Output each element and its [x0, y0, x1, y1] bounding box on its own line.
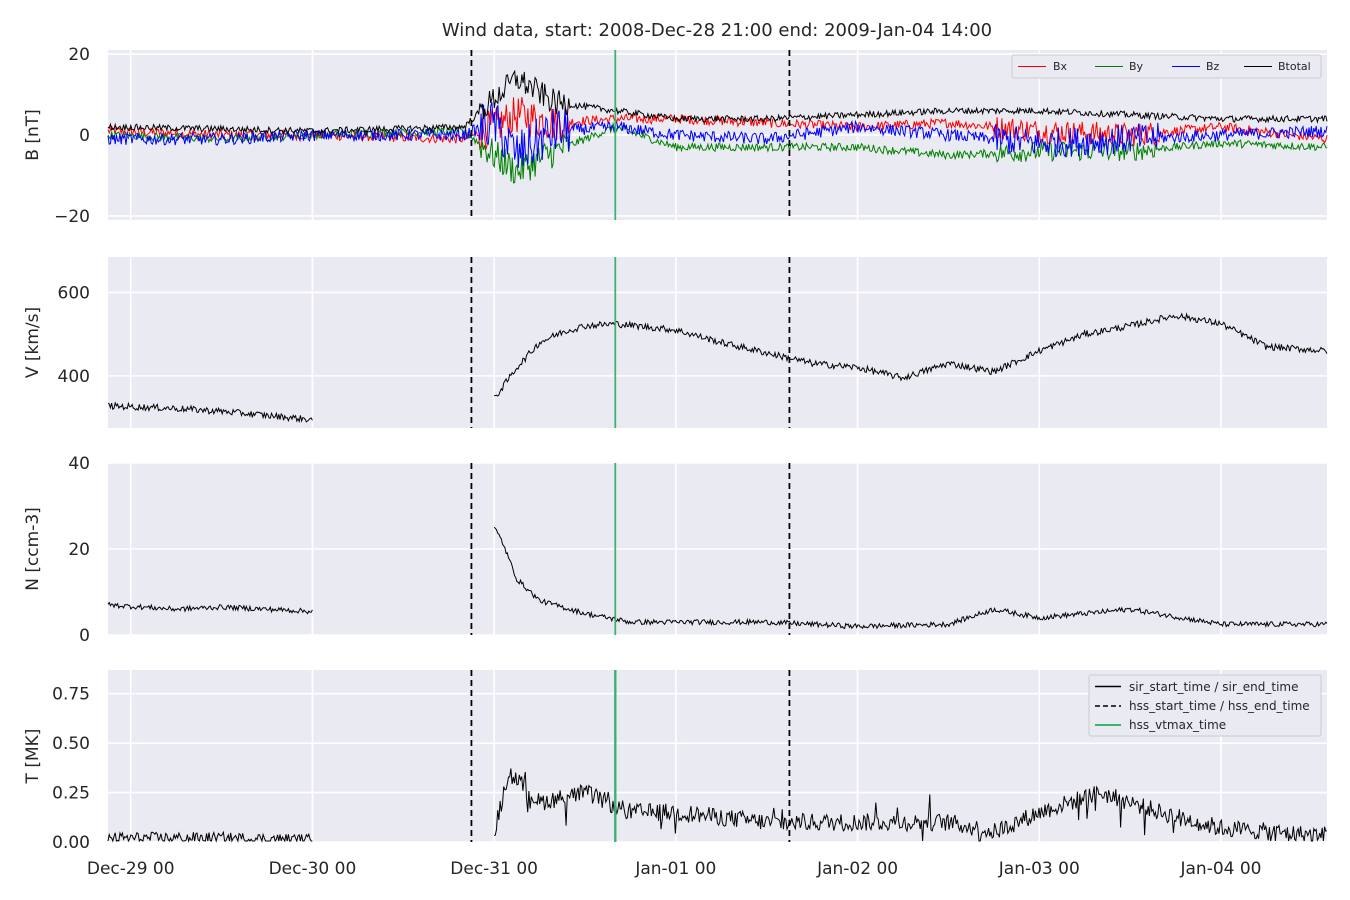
y-tick-label: 0.50	[52, 734, 90, 754]
y-axis-label: T [MK]	[23, 729, 43, 785]
legend-events: sir_start_time / sir_end_time hss_start_…	[1088, 674, 1322, 737]
y-tick-label: 0	[79, 126, 90, 146]
y-tick-label: 40	[68, 454, 90, 474]
x-tick-label: Dec-30 00	[269, 859, 357, 879]
legend-label-sir: sir_start_time / sir_end_time	[1129, 680, 1299, 694]
y-axis-label: N [ccm-3]	[23, 507, 43, 591]
y-tick-label: 0.00	[52, 833, 90, 853]
x-tick-label: Jan-04 00	[1179, 859, 1261, 879]
series-line-segment-1	[107, 601, 313, 615]
y-tick-label: 20	[68, 45, 90, 65]
y-axis-label: V [km/s]	[23, 307, 43, 378]
series-group	[107, 526, 1328, 630]
series-line-segment-2	[494, 312, 1328, 397]
legend-label-by: By	[1129, 60, 1144, 73]
series-line-segment-2	[494, 768, 1328, 842]
x-tick-label: Jan-03 00	[998, 859, 1080, 879]
legend-label-btotal: Btotal	[1278, 60, 1311, 73]
legend-label-hss: hss_start_time / hss_end_time	[1129, 699, 1310, 713]
y-tick-label: 0.25	[52, 784, 90, 804]
legend-label-bx: Bx	[1053, 60, 1068, 73]
y-tick-label: −20	[54, 207, 90, 227]
y-tick-label: 600	[58, 283, 90, 303]
y-axis-label: B [nT]	[23, 109, 43, 161]
panel-density: 40 20 0 N [ccm-3]	[23, 454, 1328, 646]
series-line-segment-1	[107, 830, 313, 843]
series-line-bz	[107, 102, 1328, 168]
y-tick-label: 20	[68, 540, 90, 560]
panel-velocity: 600 400 V [km/s]	[23, 257, 1328, 428]
legend-label-bz: Bz	[1206, 60, 1220, 73]
x-axis-tick-labels: Dec-29 00 Dec-30 00 Dec-31 00 Jan-01 00 Jan-…	[87, 859, 1262, 879]
series-group	[107, 69, 1328, 184]
y-tick-label: 0.75	[52, 685, 90, 705]
x-tick-label: Jan-02 00	[816, 859, 898, 879]
series-line-segment-2	[493, 526, 1328, 630]
series-line-segment-1	[107, 401, 313, 424]
y-tick-label: 0	[79, 626, 90, 646]
x-tick-label: Jan-01 00	[634, 859, 716, 879]
series-group	[107, 768, 1328, 843]
legend-label-vtmax: hss_vtmax_time	[1129, 718, 1226, 732]
legend-magnetic-field: Bx By Bz Btotal	[1011, 54, 1322, 79]
x-tick-label: Dec-29 00	[87, 859, 175, 879]
series-line-btotal	[107, 69, 1328, 135]
series-group	[107, 312, 1328, 424]
series-line-by	[107, 121, 1328, 184]
figure-title: Wind data, start: 2008-Dec-28 21:00 end:…	[442, 20, 992, 41]
y-tick-label: 400	[58, 367, 90, 387]
x-tick-label: Dec-31 00	[450, 859, 538, 879]
